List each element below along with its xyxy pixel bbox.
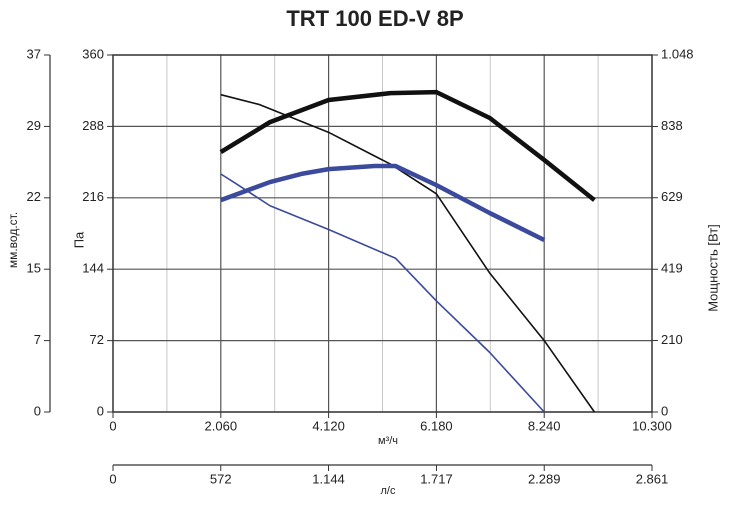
y-tick-label: 0: [97, 403, 104, 418]
chart-title: TRT 100 ED-V 8P: [286, 6, 463, 31]
y-outer-tick-label: 7: [34, 332, 41, 347]
y-tick-label: 216: [82, 189, 104, 204]
x2-tick-label: 1.717: [420, 471, 453, 486]
plot-frame: [112, 54, 653, 413]
y-tick-label: 288: [82, 118, 104, 133]
y-tick-label: 72: [90, 332, 104, 347]
x2-tick-label: 572: [210, 471, 232, 486]
x2-tick-label: 2.861: [636, 471, 669, 486]
series-line: [220, 163, 546, 242]
y-outer-tick-label: 15: [27, 261, 41, 276]
y2-tick-label: 419: [661, 261, 683, 276]
x-tick-label: 2.060: [205, 418, 238, 433]
y2-tick-label: 0: [661, 403, 668, 418]
x2-label: л/с: [381, 485, 396, 497]
y-outer-tick-label: 37: [27, 46, 41, 61]
y2-tick-label: 629: [661, 189, 683, 204]
y-outer-label: мм.вод.ст.: [6, 212, 20, 268]
y-outer-tick-label: 0: [34, 403, 41, 418]
y-label: Па: [71, 231, 86, 248]
y-tick-label: 360: [82, 46, 104, 61]
y-outer-tick-label: 29: [27, 118, 41, 133]
series-line: [220, 173, 545, 413]
y-outer-tick-label: 22: [27, 189, 41, 204]
series-line: [219, 89, 596, 202]
x-tick-label: 0: [109, 418, 116, 433]
x2-tick-label: 0: [109, 471, 116, 486]
x-tick-label: 6.180: [420, 418, 453, 433]
x-label: м³/ч: [378, 435, 398, 447]
x-tick-label: 10.300: [632, 418, 672, 433]
y2-label: Мощность [Вт]: [705, 224, 720, 312]
y2-tick-label: 1.048: [661, 46, 694, 61]
x-tick-label: 4.120: [312, 418, 345, 433]
x-tick-label: 8.240: [528, 418, 561, 433]
y-tick-label: 144: [82, 261, 104, 276]
x2-tick-label: 1.144: [312, 471, 345, 486]
y2-tick-label: 210: [661, 332, 683, 347]
x2-tick-label: 2.289: [528, 471, 561, 486]
y2-tick-label: 838: [661, 118, 683, 133]
series-line: [220, 93, 596, 413]
